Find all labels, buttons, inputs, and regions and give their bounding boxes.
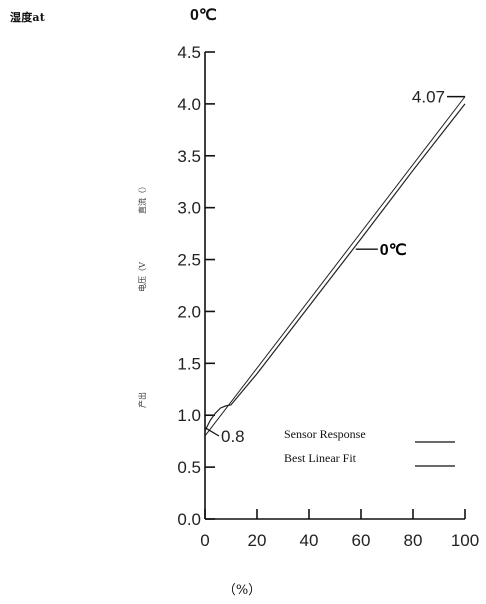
y-axis-label-part: 电压（V bbox=[137, 262, 147, 292]
y-axis-label-part: 直流（） bbox=[137, 182, 147, 214]
y-tick-label: 3.5 bbox=[177, 147, 201, 166]
legend-label: Best Linear Fit bbox=[284, 451, 357, 465]
annotations: 4.07 0.8 0℃ bbox=[204, 88, 465, 446]
y-tick-label: 2.0 bbox=[177, 302, 201, 321]
annotation-0c: 0℃ bbox=[380, 242, 407, 259]
x-tick-label: 20 bbox=[248, 531, 267, 550]
x-tick-label: 0 bbox=[200, 531, 209, 550]
x-ticks: 0 20 40 60 80 100 bbox=[200, 509, 479, 550]
x-tick-label: 40 bbox=[300, 531, 319, 550]
series-sensor-response bbox=[204, 103, 466, 432]
y-tick-label: 1.0 bbox=[177, 406, 201, 425]
y-tick-label: 1.5 bbox=[177, 354, 201, 373]
y-tick-label: 0.5 bbox=[177, 458, 201, 477]
x-tick-label: 80 bbox=[404, 531, 423, 550]
y-tick-label: 4.0 bbox=[177, 95, 201, 114]
series-best-linear-fit bbox=[204, 96, 466, 437]
y-tick-label: 3.0 bbox=[177, 199, 201, 218]
x-tick-label: 100 bbox=[451, 531, 479, 550]
axes bbox=[204, 52, 465, 520]
y-tick-label: 0.0 bbox=[177, 510, 201, 529]
x-axis-label: （%） bbox=[223, 583, 261, 598]
y-tick-label: 2.5 bbox=[177, 251, 201, 270]
chart-header-label: 湿度at bbox=[10, 11, 46, 24]
annotation-leader-08 bbox=[204, 427, 220, 437]
y-axis-label-part: 产出 bbox=[137, 392, 147, 408]
x-tick-label: 60 bbox=[352, 531, 371, 550]
y-ticks: 0.0 0.5 1.0 1.5 2.0 2.5 3.0 3.5 4.0 4.5 bbox=[177, 43, 215, 529]
annotation-08: 0.8 bbox=[221, 427, 245, 446]
axis-labels: 直流（） 电压（V 产出 （%） bbox=[137, 182, 261, 598]
y-tick-label: 4.5 bbox=[177, 43, 201, 62]
annotation-407: 4.07 bbox=[412, 88, 445, 107]
chart-title: 0℃ bbox=[190, 7, 217, 24]
legend-label: Sensor Response bbox=[284, 427, 366, 441]
legend: Sensor Response Best Linear Fit bbox=[284, 427, 455, 467]
series-lines bbox=[204, 96, 466, 437]
